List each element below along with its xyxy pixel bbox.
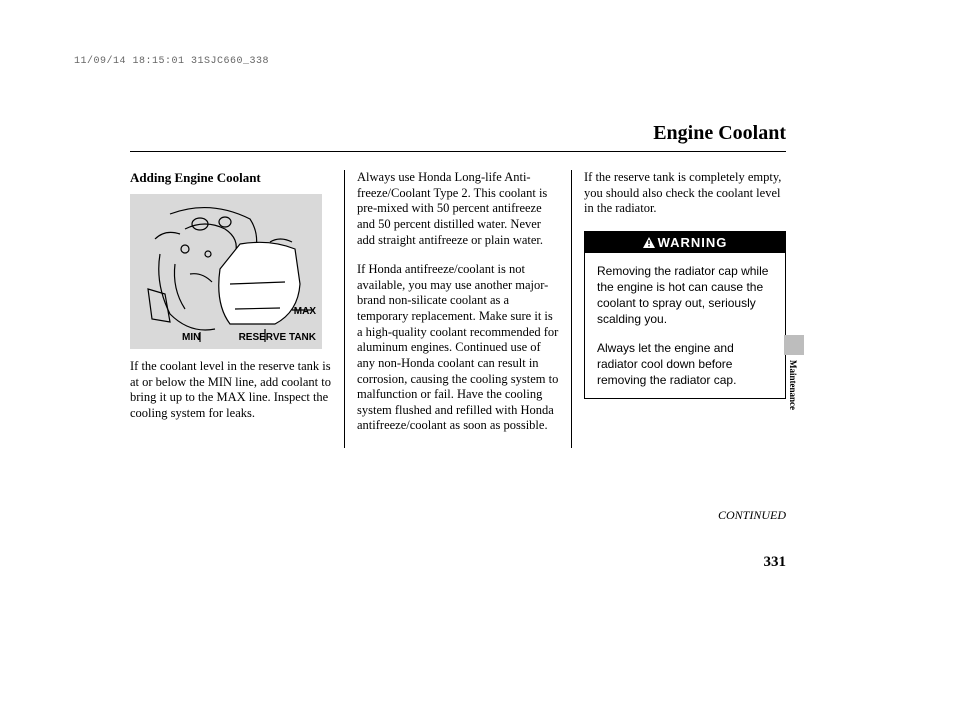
engine-diagram-svg [130,194,322,349]
figure-label-min: MIN [182,332,200,343]
side-section-label: Maintenance [788,360,798,410]
figure-label-reserve: RESERVE TANK [239,332,316,343]
coolant-reserve-figure: MAX MIN RESERVE TANK [130,194,322,349]
title-row: Engine Coolant [130,122,786,152]
warning-paragraph-2: Always let the engine and radiator cool … [597,340,773,389]
col3-paragraph-1: If the reserve tank is completely empty,… [584,170,786,217]
column-1: Adding Engine Coolant [130,170,344,448]
warning-triangle-icon [643,237,655,248]
col1-paragraph-1: If the coolant level in the reserve tank… [130,359,332,422]
page-number: 331 [764,554,787,571]
figure-label-max: MAX [294,306,316,317]
warning-paragraph-1: Removing the radiator cap while the engi… [597,263,773,328]
continued-label: CONTINUED [718,508,786,523]
content-columns: Adding Engine Coolant [130,170,786,448]
column-3: If the reserve tank is completely empty,… [572,170,786,448]
column-2: Always use Honda Long-life Anti-freeze/C… [344,170,572,448]
warning-box: WARNING Removing the radiator cap while … [584,231,786,399]
col2-paragraph-2: If Honda antifreeze/coolant is not avail… [357,262,559,434]
warning-label: WARNING [658,235,728,250]
page: 11/09/14 18:15:01 31SJC660_338 Engine Co… [0,0,954,710]
warning-body: Removing the radiator cap while the engi… [585,253,785,398]
header-timestamp: 11/09/14 18:15:01 31SJC660_338 [74,56,269,67]
subheading: Adding Engine Coolant [130,170,332,186]
page-title: Engine Coolant [653,122,786,144]
warning-header: WARNING [585,232,785,253]
side-tab-marker [784,335,804,355]
col2-paragraph-1: Always use Honda Long-life Anti-freeze/C… [357,170,559,248]
